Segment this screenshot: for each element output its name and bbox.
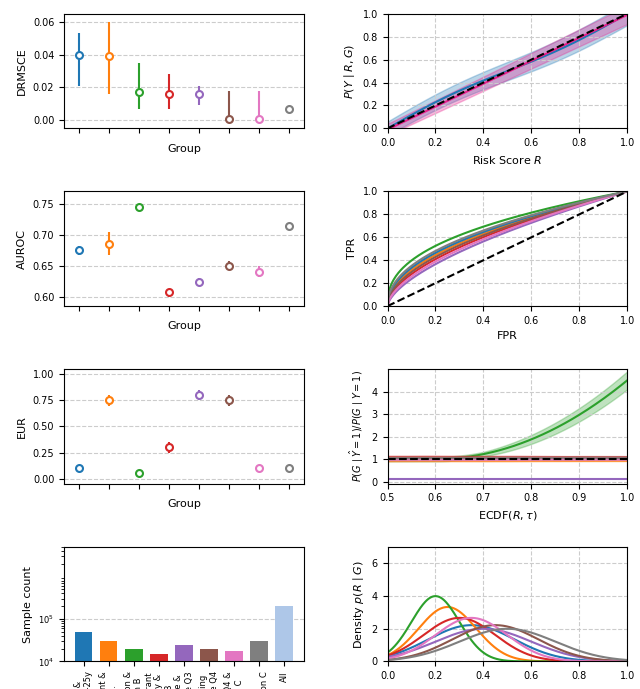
- Y-axis label: TPR: TPR: [347, 238, 357, 259]
- X-axis label: Group: Group: [167, 144, 201, 154]
- Y-axis label: EUR: EUR: [17, 415, 27, 438]
- X-axis label: Risk Score $R$: Risk Score $R$: [472, 154, 543, 165]
- Y-axis label: $P(G \mid \hat{Y}{=}1)/P(G \mid Y{=}1)$: $P(G \mid \hat{Y}{=}1)/P(G \mid Y{=}1)$: [348, 371, 366, 482]
- Y-axis label: Sample count: Sample count: [22, 566, 33, 643]
- Bar: [250, 641, 268, 689]
- Bar: [175, 644, 193, 689]
- Bar: [275, 606, 292, 689]
- Bar: [75, 632, 92, 689]
- X-axis label: Group: Group: [167, 499, 201, 509]
- Bar: [100, 641, 118, 689]
- Y-axis label: Density $p(R \mid G)$: Density $p(R \mid G)$: [351, 559, 366, 648]
- X-axis label: FPR: FPR: [497, 331, 518, 341]
- Bar: [225, 650, 243, 689]
- Bar: [125, 648, 143, 689]
- Y-axis label: AUROC: AUROC: [17, 229, 27, 269]
- X-axis label: Group: Group: [167, 321, 201, 331]
- X-axis label: ECDF$(R, \tau)$: ECDF$(R, \tau)$: [477, 509, 537, 522]
- Bar: [150, 654, 168, 689]
- X-axis label: Risk score $R$: Risk score $R$: [473, 687, 542, 689]
- Y-axis label: $P(Y \mid R, G)$: $P(Y \mid R, G)$: [342, 43, 357, 99]
- Y-axis label: DRMSCE: DRMSCE: [17, 48, 28, 95]
- Bar: [200, 648, 218, 689]
